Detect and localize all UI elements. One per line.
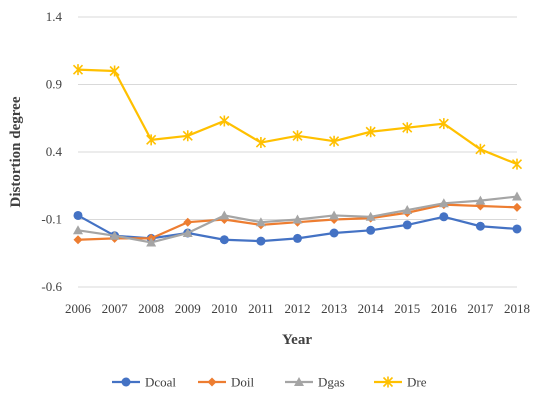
data-point-dgas	[438, 198, 449, 208]
y-axis-title: Distortion degree	[8, 96, 24, 207]
series-dre	[72, 64, 523, 170]
x-tick-label: 2008	[138, 301, 164, 316]
data-point-dgas	[73, 225, 83, 235]
data-point-dgas	[182, 228, 193, 237]
data-point-dcoal	[475, 221, 485, 231]
data-point-dgas	[109, 230, 120, 240]
legend-label: Doil	[231, 375, 255, 390]
data-point-doil	[73, 235, 83, 245]
x-tick-label: 2013	[321, 301, 347, 316]
legend: Dcoal Doil Dgas Dre	[112, 375, 427, 390]
x-tick-label: 2010	[211, 301, 237, 316]
data-point-dre	[475, 143, 486, 155]
y-axis-ticks: 1.4 0.9 0.4 -0.1 -0.6	[41, 9, 62, 294]
legend-item-dgas: Dgas	[285, 375, 345, 390]
data-point-dgas	[512, 191, 522, 201]
legend-label: Dre	[407, 375, 427, 390]
data-point-dcoal	[402, 220, 412, 230]
y-tick-label: 0.9	[46, 77, 62, 92]
data-point-dcoal	[73, 210, 83, 220]
y-tick-label: 0.4	[46, 144, 63, 159]
x-tick-label: 2011	[248, 301, 274, 316]
legend-item-dcoal: Dcoal	[112, 375, 176, 390]
x-axis-title: Year	[282, 332, 312, 348]
legend-label: Dcoal	[145, 375, 176, 390]
x-tick-label: 2014	[358, 301, 385, 316]
legend-item-dre: Dre	[374, 375, 427, 390]
data-point-dgas	[329, 210, 340, 220]
y-tick-label: -0.6	[41, 279, 62, 294]
y-tick-label: 1.4	[46, 9, 63, 24]
x-tick-label: 2006	[65, 301, 92, 316]
data-point-dre	[438, 118, 449, 130]
data-point-dcoal	[256, 236, 266, 246]
data-point-dcoal	[512, 224, 522, 234]
x-tick-label: 2007	[102, 301, 129, 316]
x-tick-label: 2015	[394, 301, 420, 316]
data-point-dgas	[219, 210, 230, 220]
data-point-dre	[109, 65, 120, 77]
data-point-dcoal	[329, 228, 339, 238]
data-point-dgas	[146, 237, 157, 247]
legend-item-doil: Doil	[198, 375, 255, 390]
data-point-dgas	[402, 205, 413, 215]
data-point-doil	[183, 217, 193, 227]
data-point-dre	[72, 64, 84, 76]
legend-marker	[294, 377, 304, 386]
data-point-doil	[512, 202, 522, 212]
gridlines	[78, 16, 517, 288]
series-dgas	[73, 191, 522, 247]
legend-marker	[382, 376, 394, 388]
legend-marker	[121, 377, 131, 387]
x-axis-ticks: 2006 2007 2008 2009 2010 2011 2012 2013 2014 2015…	[65, 301, 530, 316]
data-point-dre	[182, 130, 193, 142]
data-point-dre	[365, 126, 376, 138]
legend-label: Dgas	[318, 375, 345, 390]
data-point-dcoal	[219, 235, 229, 245]
data-point-dre	[255, 137, 266, 149]
data-point-dgas	[292, 214, 303, 224]
y-tick-label: -0.1	[41, 212, 62, 227]
data-point-dre	[219, 115, 230, 127]
x-tick-label: 2012	[285, 301, 311, 316]
x-tick-label: 2017	[467, 301, 494, 316]
data-point-dgas	[255, 217, 266, 227]
data-point-dcoal	[366, 225, 376, 235]
data-point-dre	[146, 134, 157, 146]
data-point-dcoal	[293, 233, 302, 243]
data-point-dcoal	[439, 212, 449, 222]
x-tick-label: 2018	[504, 301, 530, 316]
x-tick-label: 2009	[175, 301, 201, 316]
data-point-dre	[511, 158, 523, 170]
x-tick-label: 2016	[431, 301, 458, 316]
series-line-dre	[77, 68, 518, 166]
data-point-dre	[292, 130, 303, 142]
data-point-dgas	[365, 211, 376, 221]
data-point-dre	[329, 135, 340, 147]
data-point-dgas	[475, 195, 486, 205]
series-group	[72, 64, 523, 247]
legend-marker	[207, 377, 217, 387]
data-point-dre	[402, 122, 413, 134]
